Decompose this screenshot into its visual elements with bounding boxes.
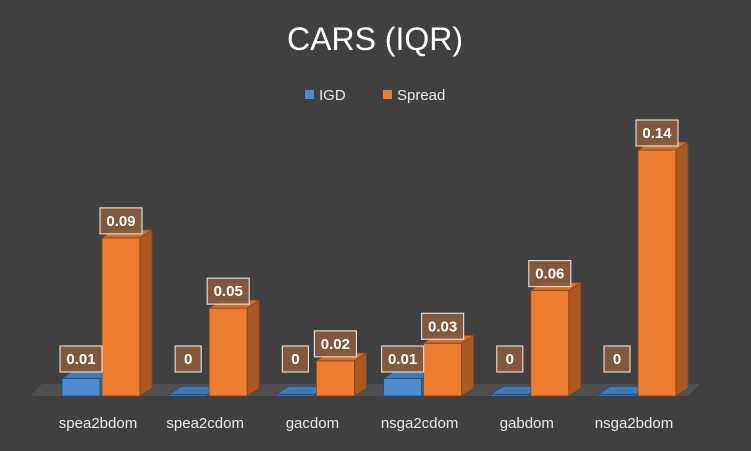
data-label-text: 0 (613, 351, 621, 368)
bar-front (383, 378, 423, 397)
data-label-box (206, 277, 250, 305)
legend-label: Spread (397, 87, 445, 104)
data-label-text: 0.01 (388, 351, 417, 368)
legend-swatch (383, 90, 392, 99)
bar-side (675, 141, 689, 397)
bar-front (315, 360, 355, 397)
legend: IGD Spread (305, 87, 445, 104)
category-label: gabdom (500, 415, 554, 432)
bar-side (568, 281, 582, 397)
data-label-text: 0.03 (428, 318, 457, 335)
data-label-box (528, 259, 572, 288)
data-label-spread: 0.09 (99, 207, 143, 235)
bar-front (101, 237, 141, 397)
data-label-spread: 0.03 (421, 312, 465, 340)
data-label-igd: 0 (496, 345, 524, 373)
bar-side (246, 299, 260, 397)
data-label-spread: 0.02 (313, 330, 357, 358)
data-label-igd: 0 (174, 345, 202, 373)
data-label-text: 0 (506, 351, 514, 368)
data-label-box (496, 345, 524, 373)
data-label-igd: 0.01 (381, 345, 425, 373)
data-label-box (635, 119, 679, 147)
data-label-text: 0 (184, 351, 192, 368)
bar-spread-gabdom (529, 281, 583, 397)
data-label-box (381, 345, 425, 373)
category-label: nsga2bdom (595, 415, 673, 432)
chart-title: CARS (IQR) (287, 21, 463, 57)
category-label: spea2bdom (59, 415, 137, 432)
data-label-text: 0.06 (535, 266, 564, 283)
data-label-igd: 0.01 (59, 345, 103, 373)
data-label-spread: 0.05 (206, 277, 250, 305)
category-label: gacdom (286, 415, 339, 432)
bar-spread-gacdom (315, 352, 368, 397)
data-label-box (313, 330, 357, 358)
data-label-text: 0.05 (214, 283, 243, 300)
data-label-spread: 0.06 (528, 259, 572, 288)
bar-front (530, 290, 570, 397)
legend-item-spread: Spread (383, 87, 445, 104)
bar-spread-spea2bdom (100, 229, 154, 397)
data-label-text: 0.02 (321, 336, 350, 353)
legend-swatch (305, 90, 314, 99)
bar-front (637, 149, 677, 397)
category-label: spea2cdom (166, 415, 244, 432)
data-label-text: 0.01 (66, 351, 95, 368)
bar-spread-nsga2cdom (422, 334, 475, 397)
data-label-igd: 0 (281, 345, 309, 373)
data-label-box (603, 345, 631, 373)
data-labels: 0.01 0.09 0 0.05 0 0.02 0.01 0.03 0 0.06 0 0.14 (59, 119, 679, 373)
category-label: nsga2cdom (381, 415, 459, 432)
data-label-box (174, 345, 202, 373)
legend-label: IGD (319, 87, 346, 104)
bar-front (208, 307, 248, 397)
data-label-box (99, 207, 143, 235)
bar-side (461, 334, 475, 397)
bar-front (61, 378, 101, 397)
bar-spread-spea2cdom (207, 299, 261, 397)
data-label-spread: 0.14 (635, 119, 679, 147)
data-label-text: 0.14 (642, 125, 672, 142)
bar-front (423, 342, 463, 397)
legend-item-igd: IGD (305, 87, 346, 104)
category-labels: spea2bdom spea2cdom gacdom nsga2cdom gabdom n… (59, 415, 673, 432)
data-label-box (59, 345, 103, 373)
data-label-text: 0.09 (106, 213, 135, 230)
bar-spread-nsga2bdom (636, 141, 690, 397)
data-label-igd: 0 (603, 345, 631, 373)
data-label-box (421, 312, 465, 340)
bar-side (139, 229, 153, 397)
data-label-text: 0 (291, 351, 299, 368)
data-label-box (281, 345, 309, 373)
bars (60, 141, 690, 397)
